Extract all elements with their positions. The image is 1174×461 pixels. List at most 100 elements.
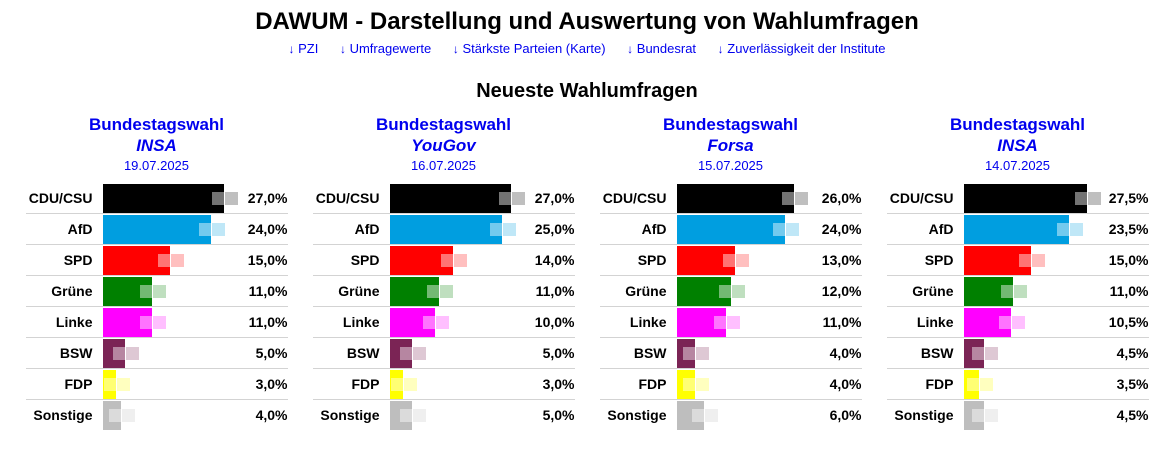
nav-link-label: Zuverlässigkeit der Institute: [727, 41, 886, 56]
previous-value-marker-outer: [413, 408, 426, 422]
poll-date-link[interactable]: 14.07.2025: [984, 158, 1051, 174]
previous-value-marker-inner: [1075, 191, 1089, 205]
party-value: 27,5%: [1108, 190, 1149, 207]
nav-link[interactable]: ↓ Umfragewerte: [340, 41, 431, 56]
poll-row: Linke 11,0%: [599, 306, 862, 337]
poll-election-link[interactable]: Bundestagswahl: [375, 115, 512, 134]
party-value: 3,5%: [1116, 376, 1149, 393]
party-label: CDU/CSU: [28, 190, 93, 207]
party-value: 10,5%: [1108, 314, 1149, 331]
party-value: 4,5%: [1116, 407, 1149, 424]
party-bar: [102, 338, 125, 368]
previous-value-marker-outer: [413, 346, 426, 360]
bar-cell: [102, 307, 238, 337]
party-label: Linke: [342, 314, 380, 331]
poll-institute-link[interactable]: Forsa: [707, 135, 754, 155]
poll-election-link[interactable]: Bundestagswahl: [88, 115, 225, 134]
previous-value-marker-outer: [117, 377, 130, 391]
poll-row: SPD 15,0%: [25, 244, 288, 275]
party-label: SPD: [350, 252, 380, 269]
party-bar: [676, 369, 695, 399]
party-label: Sonstige: [33, 407, 93, 424]
poll-panel-header: Bundestagswahl YouGov 16.07.2025: [313, 115, 575, 174]
party-label: Linke: [55, 314, 93, 331]
bar-cell: [102, 183, 238, 213]
poll-row: FDP 4,0%: [599, 368, 862, 399]
poll-date-link[interactable]: 15.07.2025: [697, 158, 764, 174]
previous-value-marker-inner: [440, 253, 454, 267]
poll-election-link[interactable]: Bundestagswahl: [949, 115, 1086, 134]
party-bar: [963, 338, 984, 368]
down-arrow-icon: ↓: [717, 42, 724, 56]
previous-value-marker-inner: [1001, 284, 1014, 298]
poll-date-link[interactable]: 16.07.2025: [410, 158, 477, 174]
previous-value-marker-inner: [391, 377, 404, 391]
poll-row: SPD 14,0%: [312, 244, 575, 275]
party-bar: [963, 307, 1011, 337]
previous-value-marker-inner: [714, 315, 727, 329]
poll-institute-link[interactable]: YouGov: [411, 135, 476, 155]
poll-row: AfD 23,5%: [886, 213, 1149, 244]
down-arrow-icon: ↓: [288, 42, 295, 56]
previous-value-marker-outer: [1070, 222, 1084, 236]
poll-row: BSW 5,0%: [25, 337, 288, 368]
party-value: 11,0%: [1109, 283, 1149, 300]
previous-value-marker-outer: [153, 315, 166, 329]
poll-panel-header: Bundestagswahl INSA 14.07.2025: [887, 115, 1149, 174]
party-label: Linke: [629, 314, 667, 331]
party-bar: [963, 245, 1031, 275]
poll-panel: Bundestagswahl INSA 19.07.2025 CDU/CSU 2…: [25, 115, 288, 430]
party-label: Grüne: [338, 283, 380, 300]
party-label: CDU/CSU: [889, 190, 954, 207]
previous-value-marker-inner: [781, 191, 795, 205]
poll-panel: Bundestagswahl INSA 14.07.2025 CDU/CSU 2…: [886, 115, 1149, 430]
previous-value-marker-inner: [400, 346, 413, 360]
poll-row: SPD 15,0%: [886, 244, 1149, 275]
poll-institute-link[interactable]: INSA: [136, 135, 177, 155]
poll-row: Sonstige 4,5%: [886, 399, 1149, 430]
party-label: SPD: [637, 252, 667, 269]
party-bar: [102, 400, 121, 430]
nav-link[interactable]: ↓ Zuverlässigkeit der Institute: [718, 41, 886, 56]
previous-value-marker-outer: [1088, 191, 1102, 205]
party-bar: [102, 183, 224, 213]
bar-cell: [102, 245, 238, 275]
party-label: Sonstige: [607, 407, 667, 424]
poll-row: SPD 13,0%: [599, 244, 862, 275]
poll-election-link[interactable]: Bundestagswahl: [662, 115, 799, 134]
poll-institute-link[interactable]: INSA: [997, 135, 1038, 155]
party-bar: [676, 276, 731, 306]
nav-link[interactable]: ↓ Bundesrat: [627, 41, 696, 56]
poll-row: Grüne 11,0%: [886, 275, 1149, 306]
bar-cell: [676, 214, 812, 244]
bar-cell: [963, 214, 1099, 244]
party-value: 11,0%: [248, 283, 288, 300]
previous-value-marker-inner: [772, 222, 786, 236]
previous-value-marker-outer: [1011, 315, 1025, 329]
party-value: 6,0%: [829, 407, 862, 424]
previous-value-marker-outer: [225, 191, 238, 205]
previous-value-marker-outer: [435, 315, 449, 329]
polls-container: Bundestagswahl INSA 19.07.2025 CDU/CSU 2…: [0, 115, 1174, 430]
bar-cell: [676, 338, 812, 368]
party-bar: [676, 183, 794, 213]
party-value: 3,0%: [255, 376, 288, 393]
party-value: 11,0%: [822, 314, 862, 331]
previous-value-marker-outer: [704, 408, 718, 422]
poll-row: FDP 3,0%: [312, 368, 575, 399]
nav-link[interactable]: ↓ Stärkste Parteien (Karte): [453, 41, 606, 56]
nav-link[interactable]: ↓ PZI: [288, 41, 318, 56]
party-value: 10,0%: [534, 314, 575, 331]
down-arrow-icon: ↓: [627, 42, 634, 56]
poll-date-link[interactable]: 19.07.2025: [123, 158, 190, 174]
previous-value-marker-outer: [695, 377, 709, 391]
party-bar: [389, 245, 453, 275]
party-label: FDP: [64, 376, 93, 393]
previous-value-marker-inner: [682, 377, 696, 391]
party-value: 4,0%: [829, 345, 862, 362]
nav-link-label: Bundesrat: [636, 41, 697, 56]
previous-value-marker-outer: [1014, 284, 1027, 298]
bar-cell: [963, 369, 1099, 399]
party-value: 11,0%: [535, 283, 575, 300]
party-value: 26,0%: [821, 190, 862, 207]
